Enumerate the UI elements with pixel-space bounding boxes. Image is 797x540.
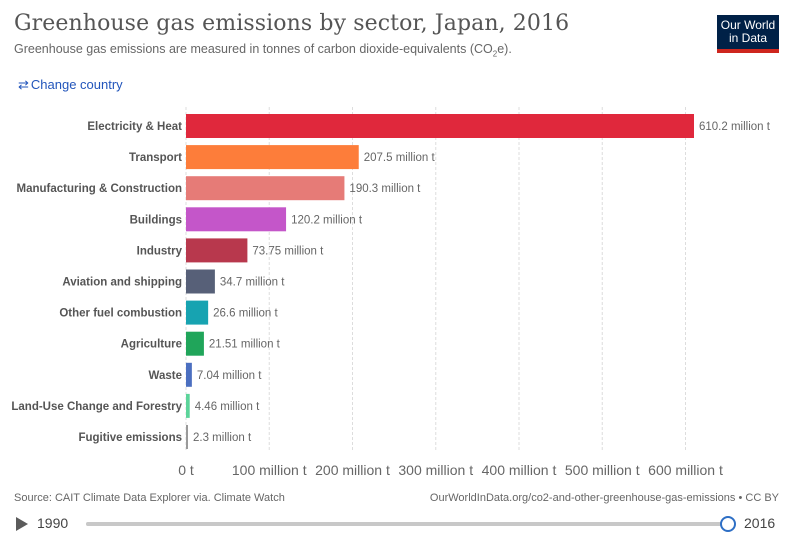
subtitle-text: Greenhouse gas emissions are measured in… [14,42,493,56]
value-label: 26.6 million t [213,308,278,320]
subtitle-subscript: 2 [492,49,498,59]
bar [186,145,359,170]
category-label: Agriculture [121,339,182,351]
bar [186,425,188,449]
x-tick-label: 400 million t [482,462,557,478]
change-country-button[interactable]: ⇄ Change country [18,77,123,93]
bar [186,207,287,232]
value-label: 207.5 million t [364,152,436,164]
timeline-start-year: 1990 [37,515,69,531]
bar [186,331,204,356]
chart-subtitle: Greenhouse gas emissions are measured in… [14,42,512,59]
bar [186,238,248,263]
x-tick-label: 200 million t [315,462,390,478]
category-label: Electricity & Heat [87,121,182,133]
category-label: Other fuel combustion [59,308,182,320]
value-label: 2.3 million t [193,432,252,444]
value-label: 120.2 million t [291,214,363,226]
bar [186,269,215,294]
play-icon[interactable] [16,517,28,531]
timeline: 1990 2016 [0,510,797,538]
category-label: Fugitive emissions [78,432,182,444]
category-label: Land-Use Change and Forestry [11,401,182,413]
logo-line-2: in Data [728,31,768,45]
x-tick-label: 500 million t [565,462,640,478]
value-label: 7.04 million t [197,370,262,382]
category-label: Aviation and shipping [62,277,182,289]
timeline-fill [86,522,728,526]
value-label: 610.2 million t [699,121,771,133]
bar [186,300,209,325]
credit-link[interactable]: OurWorldInData.org/co2-and-other-greenho… [429,492,779,504]
bar [186,393,190,418]
bar [186,114,694,138]
x-tick-label: 0 t [178,462,194,478]
logo-line-1: Our World [720,18,776,32]
timeline-track[interactable] [86,522,728,526]
swap-arrows-icon: ⇄ [18,77,29,92]
subtitle-text-end: e). [497,42,512,56]
value-label: 4.46 million t [195,401,260,413]
category-label: Industry [137,245,183,257]
bar [186,176,345,201]
category-label: Buildings [130,214,182,226]
value-label: 190.3 million t [349,183,421,195]
source-note: Source: CAIT Climate Data Explorer via. … [14,492,285,504]
bar [186,362,192,387]
x-tick-label: 600 million t [648,462,723,478]
owid-logo[interactable]: Our World in Data [717,15,779,53]
x-tick-label: 100 million t [232,462,307,478]
timeline-handle[interactable] [720,516,736,532]
bar-chart: 0 t 100 million t 200 million t 300 million… [11,107,771,478]
value-label: 34.7 million t [220,277,285,289]
category-label: Manufacturing & Construction [17,183,182,195]
category-label: Transport [129,152,182,164]
chart-title: Greenhouse gas emissions by sector, Japa… [14,11,570,36]
value-label: 73.75 million t [252,245,324,257]
value-label: 21.51 million t [209,339,281,351]
timeline-end-year: 2016 [744,515,776,531]
category-label: Waste [149,370,182,382]
change-country-label: Change country [30,77,123,92]
x-tick-label: 300 million t [398,462,473,478]
